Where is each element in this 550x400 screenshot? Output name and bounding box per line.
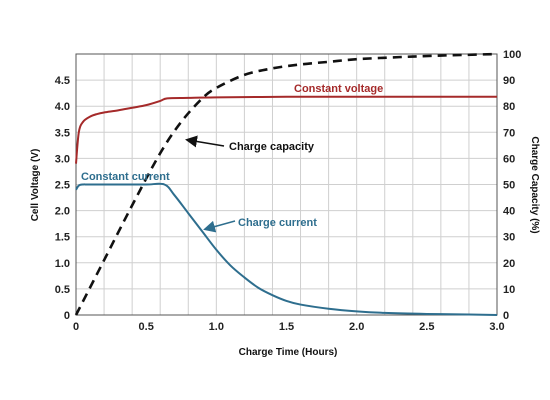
right-tick-label: 80	[503, 101, 515, 113]
right-tick-label: 50	[503, 180, 515, 192]
x-axis-label: Charge Time (Hours)	[239, 347, 338, 358]
annotation-constant-current: Constant current	[81, 171, 170, 183]
annotation-charge-capacity: Charge capacity	[229, 141, 315, 153]
x-tick-label: 0.5	[139, 321, 154, 333]
x-tick-label: 1.0	[209, 321, 224, 333]
x-tick-label: 2.0	[349, 321, 364, 333]
x-tick-label: 0	[73, 321, 79, 333]
x-tick-label: 2.5	[419, 321, 434, 333]
left-axis-label: Cell Voltage (V)	[30, 149, 41, 222]
right-tick-label: 60	[503, 153, 515, 165]
series-line-charge-capacity	[74, 52, 498, 316]
left-axis-ticks: 0 0.5 1.0 1.5 2.0 2.5 3.0 3.5 4.0 4.5	[55, 75, 70, 322]
plot-frame	[75, 53, 498, 316]
x-tick-label: 1.5	[279, 321, 294, 333]
left-tick-label: 1.5	[55, 232, 70, 244]
right-tick-label: 70	[503, 127, 515, 139]
right-tick-label: 10	[503, 284, 515, 296]
plot-border	[75, 53, 498, 316]
right-tick-label: 100	[503, 49, 521, 61]
left-tick-label: 2.0	[55, 206, 70, 218]
left-tick-label: 3.5	[55, 127, 70, 139]
x-tick-label: 3.0	[489, 321, 504, 333]
right-tick-label: 30	[503, 232, 515, 244]
right-tick-label: 90	[503, 75, 515, 87]
left-tick-label: 0	[64, 310, 70, 322]
left-tick-label: 0.5	[55, 284, 70, 296]
right-tick-label: 20	[503, 258, 515, 270]
series-line-cell-voltage	[75, 95, 497, 164]
x-axis-ticks: 0 0.5 1.0 1.5 2.0 2.5 3.0	[73, 321, 505, 333]
arrow-charge-current	[203, 220, 236, 233]
right-tick-label: 0	[503, 310, 509, 322]
left-tick-label: 1.0	[55, 258, 70, 270]
annotation-constant-voltage: Constant voltage	[294, 83, 383, 95]
left-tick-label: 2.5	[55, 180, 70, 192]
annotation-arrows	[185, 135, 236, 233]
series-line-charge-current	[75, 182, 498, 316]
right-axis-ticks: 0 10 20 30 40 50 60 70 80 90 100	[503, 49, 521, 322]
right-tick-label: 40	[503, 206, 515, 218]
left-tick-label: 3.0	[55, 153, 70, 165]
arrow-charge-capacity	[185, 135, 225, 148]
series-group	[74, 52, 498, 316]
left-tick-label: 4.5	[55, 75, 70, 87]
annotation-charge-current: Charge current	[238, 217, 317, 229]
left-tick-label: 4.0	[55, 101, 70, 113]
right-axis-label: Charge Capacity (%)	[529, 136, 540, 233]
